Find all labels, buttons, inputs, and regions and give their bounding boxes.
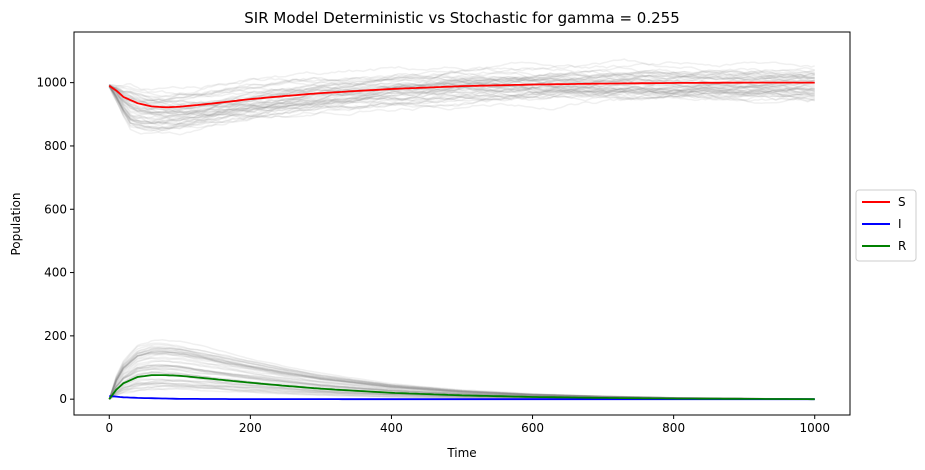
stochastic-s-trace [108, 84, 815, 119]
x-tick-label: 800 [662, 421, 685, 435]
stochastic-s-trace [109, 82, 815, 114]
stochastic-s-trace [108, 86, 815, 126]
stochastic-s-trace [108, 70, 815, 105]
stochastic-s-trace [109, 67, 815, 103]
y-tick-label: 800 [44, 139, 67, 153]
x-tick-label: 200 [239, 421, 262, 435]
y-tick-label: 600 [44, 202, 67, 216]
stochastic-s-trace [108, 85, 815, 130]
legend-label-s: S [898, 195, 906, 209]
x-tick-label: 600 [521, 421, 544, 435]
x-tick-label: 1000 [799, 421, 830, 435]
legend-label-r: R [898, 239, 906, 253]
y-tick-label: 200 [44, 329, 67, 343]
stochastic-s-trace [108, 82, 815, 124]
legend-label-i: I [898, 217, 902, 231]
x-tick-label: 0 [105, 421, 113, 435]
stochastic-s-trace [108, 75, 815, 113]
chart-title: SIR Model Deterministic vs Stochastic fo… [244, 9, 680, 27]
stochastic-s-trace [108, 70, 815, 112]
stochastic-s-trace [109, 78, 815, 108]
stochastic-s-trace [108, 70, 815, 129]
stochastic-s-trace [108, 85, 815, 116]
stochastic-s-trace [108, 81, 815, 129]
stochastic-s-trace [108, 85, 815, 136]
stochastic-s-trace [108, 86, 815, 113]
stochastic-s-trace [108, 86, 815, 130]
legend-box [855, 189, 917, 262]
stochastic-s-trace [109, 73, 815, 91]
stochastic-s-trace [108, 84, 815, 108]
deterministic-lines [108, 81, 815, 401]
stochastic-s-trace [108, 72, 815, 117]
stochastic-s-trace [109, 67, 815, 98]
y-tick-label: 400 [44, 266, 67, 280]
stochastic-s-trace [108, 84, 815, 132]
stochastic-s-trace [108, 78, 815, 127]
x-axis-label: Time [446, 446, 476, 460]
stochastic-s-trace [108, 83, 815, 111]
stochastic-s-trace [108, 84, 815, 119]
y-axis-ticks: 0 200 400 600 800 1000 [36, 76, 74, 406]
stochastic-s-trace [109, 76, 815, 111]
stochastic-s-trace [108, 85, 815, 101]
legend: SIR [855, 189, 917, 262]
stochastic-s-trace [108, 79, 815, 114]
stochastic-s-trace [108, 80, 815, 114]
stochastic-s-trace [108, 79, 815, 125]
stochastic-s-trace [109, 69, 815, 98]
stochastic-s-trace [108, 67, 815, 125]
y-tick-label: 0 [59, 392, 67, 406]
x-axis-ticks: 0 200 400 600 800 1000 [105, 415, 830, 435]
series-line-s [108, 81, 815, 109]
stochastic-s-trace [108, 85, 815, 119]
series-line-r [108, 374, 815, 401]
stochastic-s-trace [108, 84, 815, 110]
y-axis-label: Population [9, 192, 23, 255]
stochastic-s-trace [108, 61, 815, 103]
stochastic-s-trace [108, 81, 815, 122]
stochastic-s-trace [108, 69, 815, 117]
plot-frame [73, 31, 851, 416]
stochastic-s-trace [108, 85, 816, 125]
y-tick-label: 1000 [36, 76, 67, 90]
x-tick-label: 400 [380, 421, 403, 435]
